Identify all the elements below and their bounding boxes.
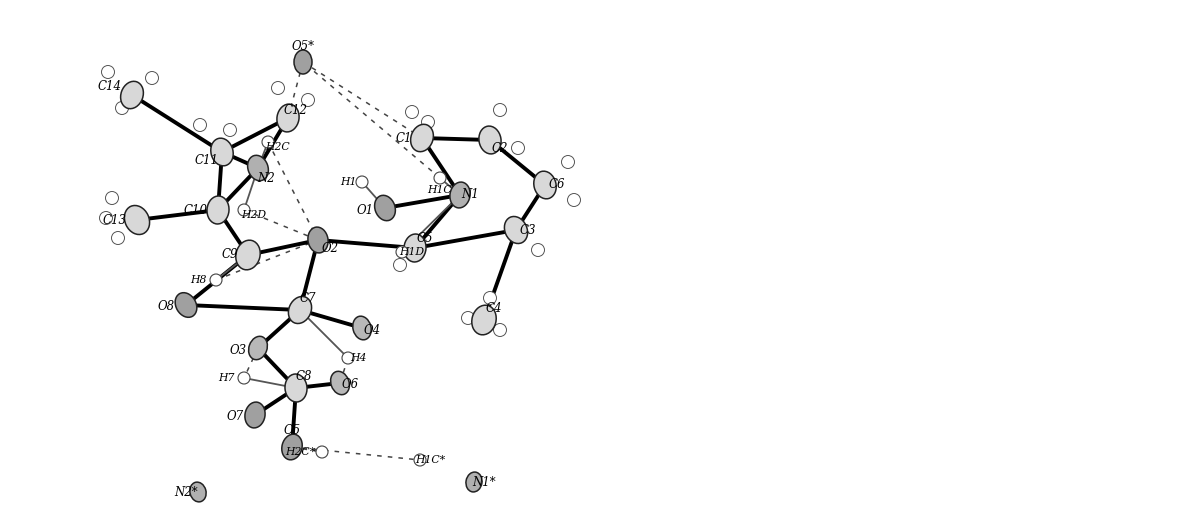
Ellipse shape (352, 316, 371, 340)
Circle shape (145, 72, 158, 84)
Ellipse shape (411, 124, 433, 152)
Circle shape (194, 118, 207, 132)
Circle shape (396, 246, 408, 258)
Circle shape (356, 176, 368, 188)
Ellipse shape (471, 305, 496, 335)
Text: H7: H7 (218, 373, 234, 383)
Circle shape (271, 81, 284, 95)
Circle shape (317, 446, 328, 458)
Text: O7: O7 (226, 410, 244, 424)
Text: O1: O1 (357, 203, 374, 217)
Circle shape (512, 141, 525, 155)
Text: C7: C7 (300, 292, 317, 304)
Text: O5*: O5* (292, 39, 314, 53)
Text: H4: H4 (350, 353, 367, 363)
Ellipse shape (308, 227, 328, 253)
Text: C13: C13 (104, 213, 127, 227)
Text: C9: C9 (221, 249, 238, 261)
Ellipse shape (375, 195, 395, 221)
Circle shape (394, 259, 407, 271)
Circle shape (406, 106, 419, 118)
Ellipse shape (120, 81, 143, 109)
Text: H1C: H1C (427, 185, 452, 195)
Text: O8: O8 (157, 301, 175, 313)
Text: O3: O3 (230, 344, 246, 356)
Ellipse shape (466, 472, 482, 492)
Circle shape (262, 136, 274, 148)
Circle shape (301, 93, 314, 107)
Ellipse shape (207, 196, 228, 224)
Text: H8: H8 (190, 275, 206, 285)
Ellipse shape (294, 50, 312, 74)
Ellipse shape (125, 205, 150, 235)
Circle shape (562, 156, 575, 168)
Ellipse shape (249, 336, 268, 359)
Text: O4: O4 (363, 323, 381, 337)
Circle shape (224, 124, 237, 136)
Circle shape (434, 172, 446, 184)
Ellipse shape (190, 482, 206, 502)
Text: H2C: H2C (265, 142, 290, 152)
Circle shape (462, 312, 475, 324)
Text: C2: C2 (491, 141, 508, 155)
Text: O5: O5 (283, 424, 301, 438)
Circle shape (115, 101, 129, 115)
Text: C11: C11 (195, 153, 219, 167)
Ellipse shape (288, 296, 312, 323)
Text: H1: H1 (340, 177, 356, 187)
Ellipse shape (478, 126, 501, 154)
Ellipse shape (403, 234, 426, 262)
Text: N2*: N2* (174, 485, 198, 499)
Circle shape (483, 292, 496, 304)
Circle shape (494, 323, 507, 337)
Ellipse shape (211, 138, 233, 166)
Circle shape (101, 65, 114, 79)
Circle shape (568, 193, 581, 207)
Text: C8: C8 (296, 370, 312, 382)
Ellipse shape (245, 402, 265, 428)
Text: H2D: H2D (242, 210, 267, 220)
Text: C12: C12 (284, 104, 308, 116)
Text: N1: N1 (462, 189, 478, 201)
Ellipse shape (534, 171, 556, 199)
Circle shape (421, 116, 434, 129)
Text: C1: C1 (396, 132, 412, 144)
Text: C5: C5 (416, 232, 433, 244)
Text: H1D: H1D (400, 247, 425, 257)
Text: H1C*: H1C* (415, 455, 445, 465)
Ellipse shape (505, 217, 527, 244)
Ellipse shape (331, 371, 350, 395)
Circle shape (494, 104, 507, 116)
Text: C6: C6 (549, 178, 565, 192)
Circle shape (238, 372, 250, 384)
Text: C4: C4 (486, 302, 502, 314)
Ellipse shape (175, 293, 196, 318)
Text: N1*: N1* (472, 475, 496, 489)
Text: C10: C10 (184, 203, 208, 217)
Circle shape (532, 244, 545, 256)
Ellipse shape (248, 155, 269, 181)
Circle shape (414, 454, 426, 466)
Circle shape (100, 211, 113, 225)
Circle shape (106, 192, 119, 204)
Ellipse shape (282, 434, 302, 460)
Text: C14: C14 (98, 81, 123, 93)
Text: N2: N2 (257, 172, 275, 184)
Circle shape (112, 232, 125, 244)
Ellipse shape (450, 182, 470, 208)
Text: C3: C3 (520, 224, 537, 236)
Ellipse shape (284, 374, 307, 402)
Text: O2: O2 (321, 242, 339, 254)
Circle shape (238, 204, 250, 216)
Ellipse shape (236, 240, 261, 270)
Text: H2C*: H2C* (284, 447, 315, 457)
Ellipse shape (277, 104, 299, 132)
Circle shape (342, 352, 353, 364)
Text: O6: O6 (342, 379, 358, 391)
Circle shape (209, 274, 223, 286)
